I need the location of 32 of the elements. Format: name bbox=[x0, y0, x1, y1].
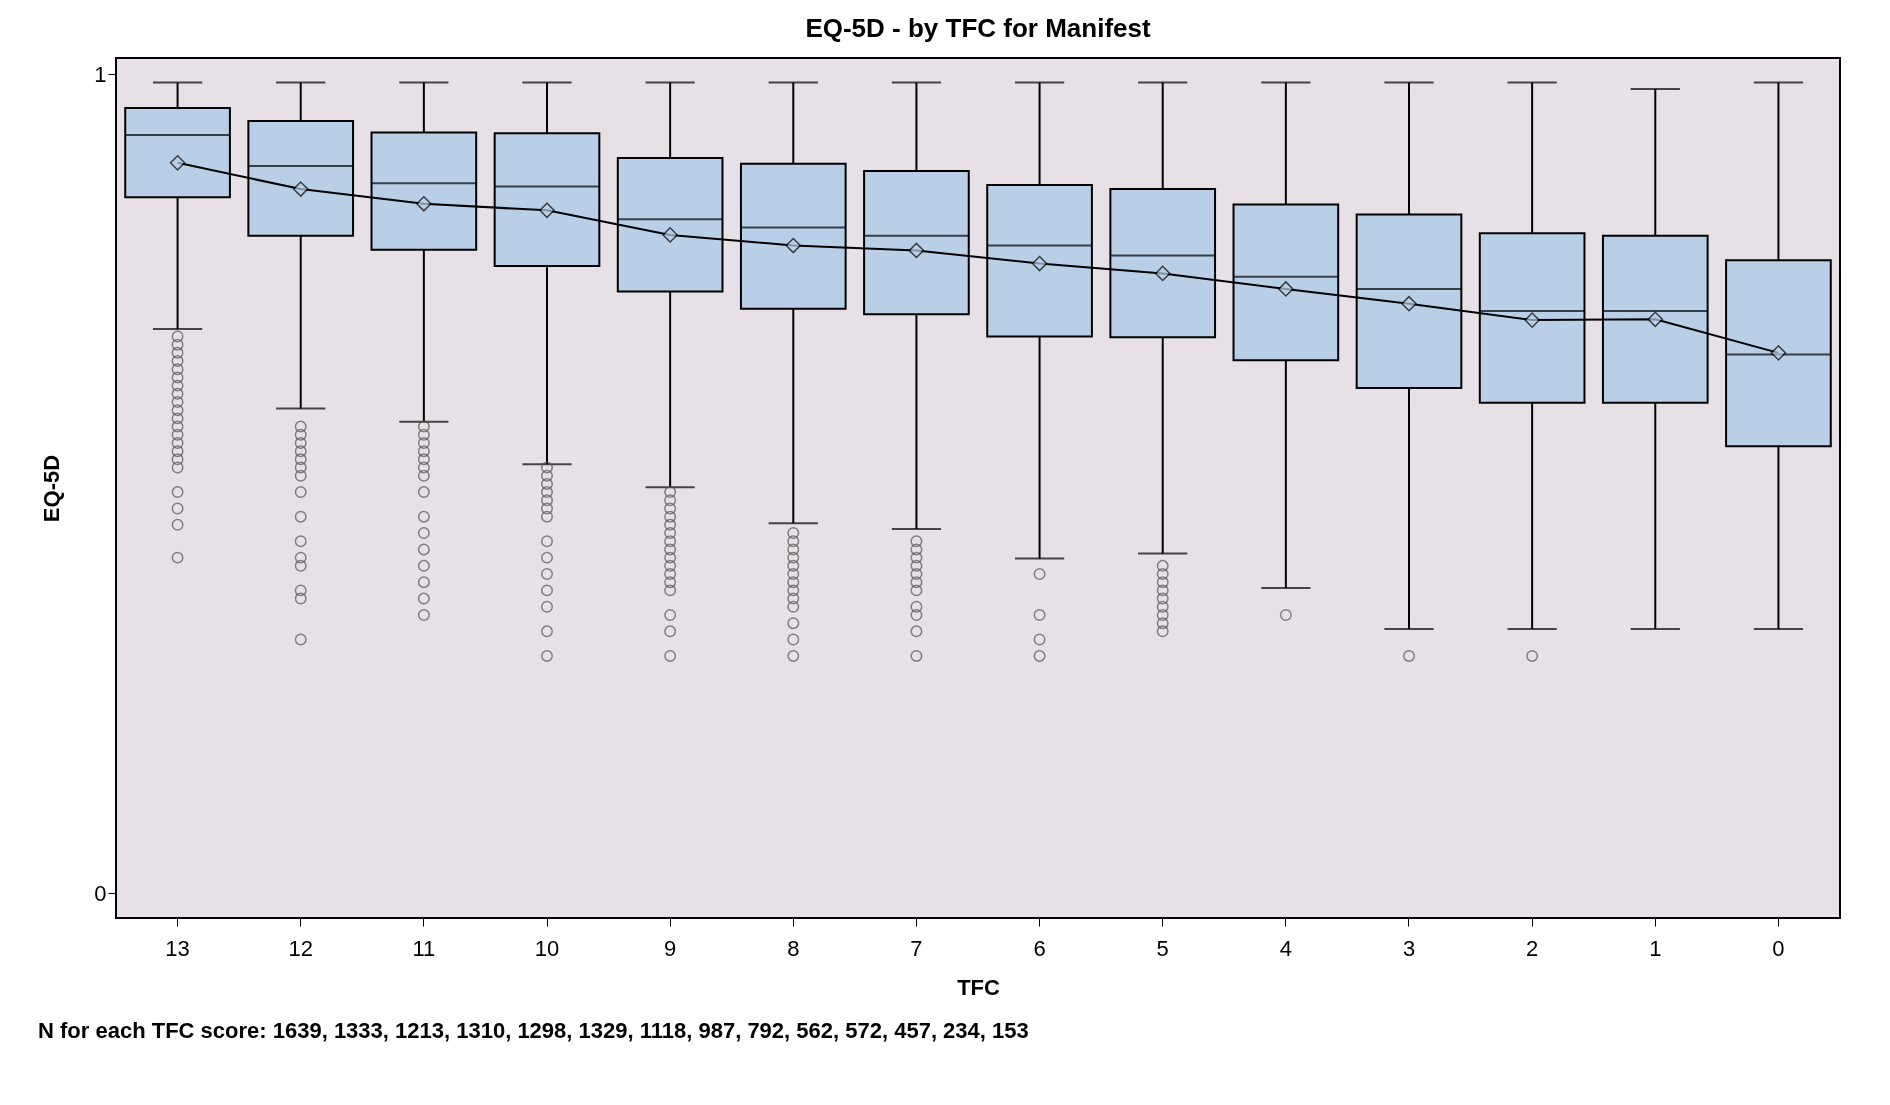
x-axis-title: TFC bbox=[957, 974, 1000, 1000]
point bbox=[1524, 312, 1540, 328]
x-tick-label: 12 bbox=[288, 935, 313, 961]
point bbox=[292, 181, 309, 197]
point bbox=[1647, 311, 1664, 328]
point bbox=[539, 202, 555, 219]
x-tick-label: 5 bbox=[1156, 935, 1169, 961]
x-tick-label: 3 bbox=[1402, 935, 1416, 961]
x-tick-label: 4 bbox=[1279, 935, 1292, 961]
point bbox=[785, 237, 802, 254]
x-tick-label: 11 bbox=[412, 935, 436, 961]
point bbox=[1401, 295, 1417, 312]
x-tick-label: 2 bbox=[1526, 935, 1539, 961]
point bbox=[1154, 265, 1171, 282]
text: N for each TFC score: 1639, 1333, 1213, 1310, 1298, 1329, 1118, 987, 792, 562, 572, 457, 234, 153 bbox=[38, 1018, 1030, 1044]
chart-title: EQ-5D - by TFC for Manifest bbox=[805, 13, 1151, 43]
point bbox=[416, 195, 432, 212]
y-axis-title: EQ-5D bbox=[39, 454, 65, 523]
point bbox=[1278, 281, 1294, 297]
point bbox=[908, 242, 925, 259]
x-tick-label: 0 bbox=[1772, 935, 1785, 961]
x-tick-label: 7 bbox=[910, 935, 923, 961]
x-tick-label: 10 bbox=[534, 935, 560, 961]
point bbox=[1770, 345, 1787, 361]
x-tick-label: 6 bbox=[1033, 935, 1046, 961]
x-tick-label: 8 bbox=[787, 935, 800, 961]
point bbox=[662, 227, 678, 243]
point bbox=[169, 155, 186, 171]
x-tick-label: 9 bbox=[664, 935, 677, 961]
x-tick-label: 1 bbox=[1649, 935, 1662, 961]
x-tick-label: 13 bbox=[165, 935, 190, 961]
point bbox=[1031, 255, 1048, 272]
